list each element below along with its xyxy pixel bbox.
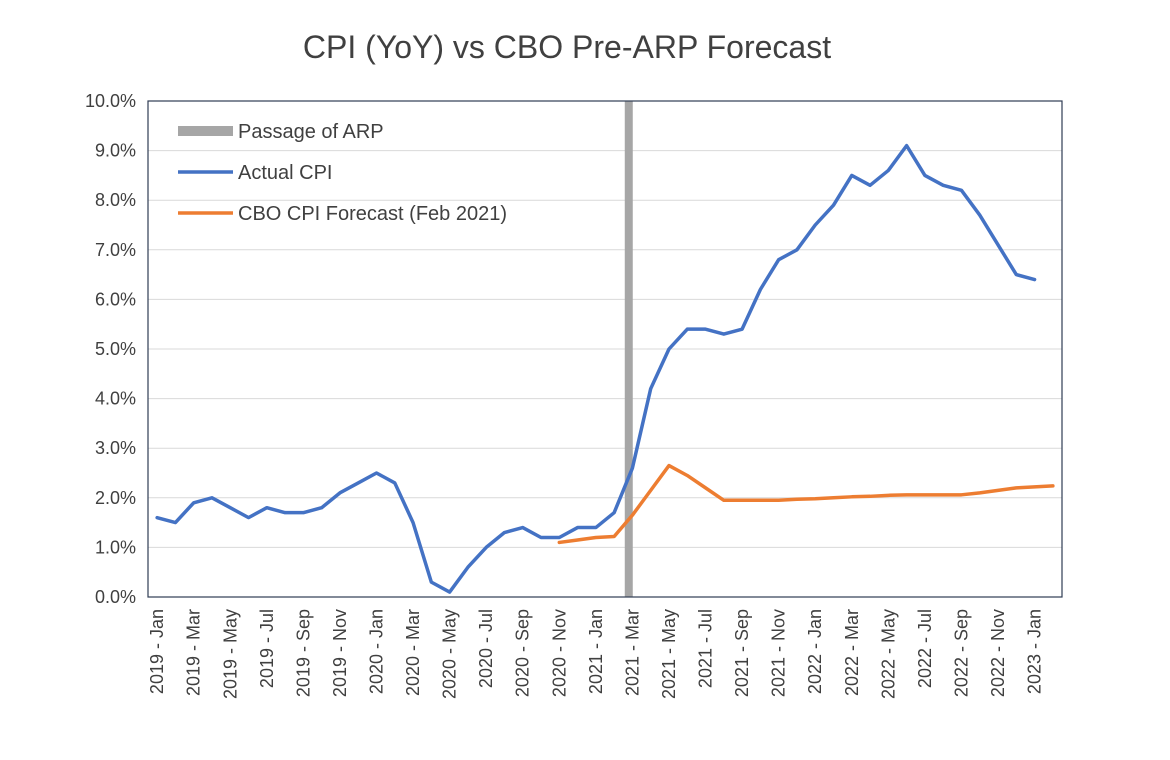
legend: Passage of ARP Actual CPI CBO CPI Forecast… <box>178 121 507 225</box>
y-tick-label: 6.0% <box>95 289 136 309</box>
y-tick-label: 0.0% <box>95 587 136 607</box>
x-tick-label: 2020 - Jan <box>367 609 387 694</box>
y-tick-label: 7.0% <box>95 240 136 260</box>
x-tick-label: 2019 - Jul <box>257 609 277 688</box>
x-tick-label: 2021 - Jan <box>586 609 606 694</box>
x-tick-label: 2019 - May <box>220 609 240 699</box>
x-tick-label: 2021 - Sep <box>732 609 752 697</box>
y-tick-label: 5.0% <box>95 339 136 359</box>
x-tick-label: 2020 - Jul <box>476 609 496 688</box>
x-tick-label: 2019 - Sep <box>293 609 313 697</box>
x-tick-label: 2020 - Sep <box>513 609 533 697</box>
x-tick-label: 2022 - Nov <box>988 609 1008 697</box>
legend-swatch-marker <box>178 126 233 136</box>
y-tick-label: 9.0% <box>95 141 136 161</box>
legend-label: Passage of ARP <box>238 121 384 143</box>
series-line-1 <box>557 463 1055 545</box>
y-tick-label: 2.0% <box>95 488 136 508</box>
y-tick-label: 8.0% <box>95 190 136 210</box>
y-tick-label: 10.0% <box>85 91 136 111</box>
x-tick-label: 2019 - Nov <box>330 609 350 697</box>
y-tick-label: 1.0% <box>95 537 136 557</box>
x-tick-label: 2020 - May <box>440 609 460 699</box>
x-tick-label: 2023 - Jan <box>1025 609 1045 694</box>
x-tick-label: 2020 - Nov <box>549 609 569 697</box>
plot-frame <box>147 100 1063 598</box>
x-tick-label: 2019 - Jan <box>147 609 167 694</box>
legend-label: CBO CPI Forecast (Feb 2021) <box>238 203 507 225</box>
x-tick-label: 2019 - Mar <box>184 609 204 696</box>
x-tick-label: 2022 - May <box>878 609 898 699</box>
x-tick-label: 2021 - Nov <box>769 609 789 697</box>
chart-title: CPI (YoY) vs CBO Pre-ARP Forecast <box>303 29 831 65</box>
series-lines <box>155 143 1055 594</box>
x-tick-label: 2022 - Jul <box>915 609 935 688</box>
x-tick-label: 2022 - Jan <box>805 609 825 694</box>
passage-of-arp-marker <box>624 101 633 597</box>
x-tick-label: 2022 - Sep <box>951 609 971 697</box>
x-tick-label: 2021 - Jul <box>696 609 716 688</box>
y-tick-label: 4.0% <box>95 389 136 409</box>
x-tick-label: 2020 - Mar <box>403 609 423 696</box>
series-line-0 <box>155 143 1037 594</box>
x-tick-label: 2021 - May <box>659 609 679 699</box>
x-tick-label: 2022 - Mar <box>842 609 862 696</box>
x-tick-label: 2021 - Mar <box>622 609 642 696</box>
y-axis-ticks: 0.0% 1.0% 2.0% 3.0% 4.0% 5.0% 6.0% 7.0% 8.0% 9.0%… <box>85 91 136 607</box>
x-axis-ticks: 2019 - Jan 2019 - Mar 2019 - May 2019 - Jul… <box>147 609 1044 699</box>
y-tick-label: 3.0% <box>95 438 136 458</box>
arp-marker <box>624 101 633 597</box>
legend-label: Actual CPI <box>238 162 332 184</box>
